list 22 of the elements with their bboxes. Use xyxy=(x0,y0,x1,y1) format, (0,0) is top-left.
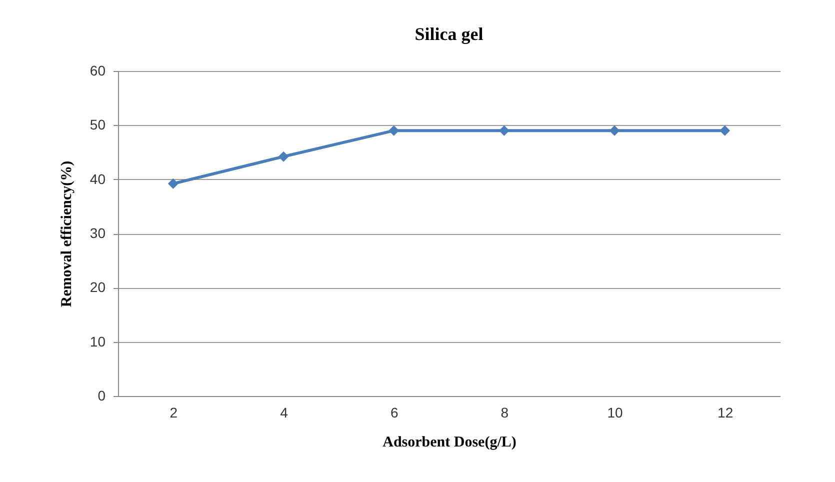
point xyxy=(388,125,400,136)
point xyxy=(720,125,730,136)
x-tick-label: 8 xyxy=(500,404,509,420)
x-tick-label: 10 xyxy=(607,404,623,420)
point xyxy=(609,125,620,136)
x-tick-label: 6 xyxy=(390,404,398,420)
y-tick-label: 60 xyxy=(90,62,106,78)
y-tick-label: 10 xyxy=(90,333,106,350)
point xyxy=(498,125,510,136)
y-tick-label: 50 xyxy=(90,116,106,133)
x-tick-label: 4 xyxy=(280,404,288,420)
x-axis-title: Adsorbent Dose(g/L) xyxy=(382,434,516,450)
y-tick-label: 40 xyxy=(90,170,106,187)
chart-title: Silica gel xyxy=(414,24,484,44)
x-tick-label: 12 xyxy=(718,404,734,420)
point xyxy=(168,178,178,189)
x-tick-label: 2 xyxy=(170,404,178,420)
y-tick-label: 0 xyxy=(98,388,106,404)
y-tick-label: 30 xyxy=(90,225,106,241)
point xyxy=(278,151,289,162)
y-axis-title: Removal efficiency(%) xyxy=(58,160,75,308)
y-tick-label: 20 xyxy=(90,279,106,296)
